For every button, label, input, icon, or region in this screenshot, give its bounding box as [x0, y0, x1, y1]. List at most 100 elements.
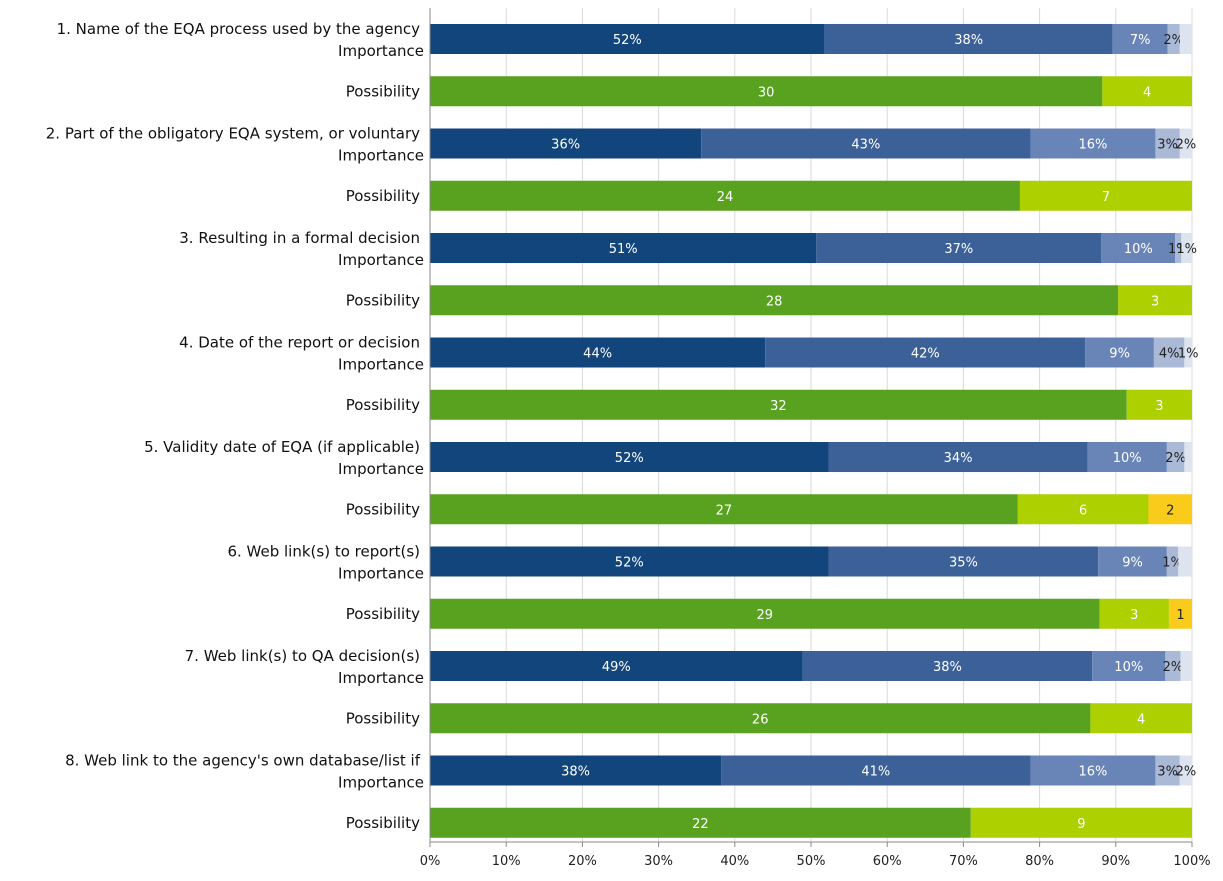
- x-tick-label: 20%: [568, 854, 597, 869]
- possibility-row-label: Possibility: [346, 605, 420, 623]
- importance-row-label: Importance: [338, 147, 424, 165]
- importance-bar-segment: [1092, 651, 1166, 681]
- importance-bar-segment: [1166, 546, 1179, 577]
- importance-row-label: Importance: [338, 774, 424, 792]
- importance-bar-segment: [1087, 442, 1167, 472]
- importance-bar-segment: [1184, 337, 1192, 368]
- importance-bar-segment: [1179, 24, 1192, 54]
- importance-bar-value-label: 37%: [944, 242, 973, 257]
- possibility-bar-segment: [430, 703, 1091, 734]
- importance-bar-segment: [1112, 24, 1168, 54]
- possibility-row-label: Possibility: [346, 187, 420, 205]
- importance-bar-value-label: 44%: [583, 347, 612, 362]
- importance-row-label: Importance: [338, 460, 424, 478]
- importance-bar-value-label: 3%: [1157, 765, 1178, 780]
- x-tick-label: 50%: [797, 854, 826, 869]
- importance-bar-value-label: 1%: [1162, 556, 1183, 571]
- importance-bar-segment: [721, 755, 1031, 786]
- importance-bar-value-label: 2%: [1176, 765, 1197, 780]
- importance-bar-value-label: 7%: [1130, 33, 1151, 48]
- importance-bar-segment: [1180, 651, 1192, 681]
- possibility-bar-segment: [430, 807, 971, 838]
- importance-bar-segment: [701, 128, 1031, 159]
- importance-bar-value-label: 2%: [1163, 660, 1184, 675]
- importance-bar-value-label: 42%: [911, 347, 940, 362]
- possibility-bar-value-label: 26: [752, 712, 769, 727]
- importance-bar-value-label: 36%: [551, 138, 580, 153]
- importance-bar-value-label: 1%: [1176, 242, 1197, 257]
- importance-bar-segment: [1098, 546, 1167, 577]
- importance-bar-segment: [430, 24, 825, 54]
- importance-bar-segment: [1179, 128, 1192, 159]
- importance-bar-value-label: 1%: [1178, 347, 1199, 362]
- x-tick-label: 30%: [644, 854, 673, 869]
- importance-bar-value-label: 49%: [602, 660, 631, 675]
- importance-bar-value-label: 38%: [933, 660, 962, 675]
- possibility-bar-value-label: 9: [1077, 817, 1085, 832]
- importance-bar-segment: [1155, 128, 1180, 159]
- importance-bar-value-label: 10%: [1124, 242, 1153, 257]
- possibility-bar-segment: [430, 76, 1103, 107]
- possibility-row-label: Possibility: [346, 291, 420, 309]
- bar-rows: 52% 38% 7% 2%30 436% 43% 16% 3%2%24 751% 37% 10% 1%…: [430, 24, 1199, 838]
- importance-bar-segment: [1155, 755, 1180, 786]
- x-tick-label: 100%: [1173, 854, 1210, 869]
- possibility-bar-value-label: 29: [757, 608, 774, 623]
- possibility-bar-segment: [1090, 703, 1192, 734]
- x-tick-label: 60%: [873, 854, 902, 869]
- importance-bar-segment: [1175, 233, 1182, 263]
- possibility-row-label: Possibility: [346, 709, 420, 727]
- possibility-bar-segment: [430, 389, 1127, 420]
- x-axis: 0% 10% 20% 30% 40% 50% 60% 70% 80% 90% 100%: [420, 8, 1211, 869]
- importance-bar-value-label: 2%: [1163, 33, 1184, 48]
- importance-bar-segment: [1030, 128, 1156, 159]
- category-title: 6. Web link(s) to report(s): [227, 543, 420, 561]
- importance-bar-value-label: 34%: [944, 451, 973, 466]
- category-title: 4. Date of the report or decision: [179, 334, 420, 352]
- importance-bar-segment: [1153, 337, 1185, 368]
- possibility-bar-segment: [1102, 76, 1192, 107]
- importance-bar-value-label: 9%: [1122, 556, 1143, 571]
- x-tick-label: 90%: [1101, 854, 1130, 869]
- x-tick-label: 70%: [949, 854, 978, 869]
- importance-bar-value-label: 10%: [1114, 660, 1143, 675]
- importance-bar-segment: [430, 442, 829, 472]
- importance-row-label: Importance: [338, 356, 424, 374]
- importance-row-label: Importance: [338, 42, 424, 60]
- possibility-bar-value-label: 30: [758, 85, 775, 100]
- possibility-bar-value-label: 27: [716, 503, 733, 518]
- importance-bar-value-label: 35%: [949, 556, 978, 571]
- importance-bar-value-label: 16%: [1078, 138, 1107, 153]
- x-tick-label: 10%: [492, 854, 521, 869]
- importance-bar-value-label: 9%: [1109, 347, 1130, 362]
- importance-bar-value-label: 51%: [609, 242, 638, 257]
- importance-bar-segment: [1184, 442, 1192, 472]
- possibility-bar-segment: [430, 285, 1119, 316]
- importance-row-label: Importance: [338, 251, 424, 269]
- possibility-bar-value-label: 3: [1130, 608, 1138, 623]
- importance-row-label: Importance: [338, 565, 424, 583]
- importance-bar-segment: [430, 546, 829, 577]
- importance-bar-value-label: 41%: [861, 765, 890, 780]
- importance-bar-value-label: 52%: [615, 451, 644, 466]
- possibility-bar-segment: [1017, 494, 1149, 525]
- x-tick-label: 80%: [1025, 854, 1054, 869]
- importance-bar-value-label: 43%: [851, 138, 880, 153]
- possibility-bar-value-label: 28: [766, 294, 783, 309]
- possibility-bar-value-label: 3: [1155, 399, 1163, 414]
- importance-bar-segment: [816, 233, 1102, 263]
- importance-bar-value-label: 4%: [1159, 347, 1180, 362]
- importance-bar-segment: [828, 546, 1099, 577]
- importance-bar-segment: [1085, 337, 1154, 368]
- category-title: 2. Part of the obligatory EQA system, or…: [46, 125, 420, 143]
- importance-row-label: Importance: [338, 669, 424, 687]
- possibility-bar-value-label: 1: [1176, 608, 1184, 623]
- possibility-bar-value-label: 4: [1143, 85, 1151, 100]
- importance-bar-segment: [1181, 233, 1192, 263]
- importance-bar-segment: [1101, 233, 1176, 263]
- importance-bar-segment: [430, 233, 817, 263]
- x-tick-label: 0%: [420, 854, 441, 869]
- importance-bar-value-label: 52%: [615, 556, 644, 571]
- possibility-bar-value-label: 4: [1137, 712, 1145, 727]
